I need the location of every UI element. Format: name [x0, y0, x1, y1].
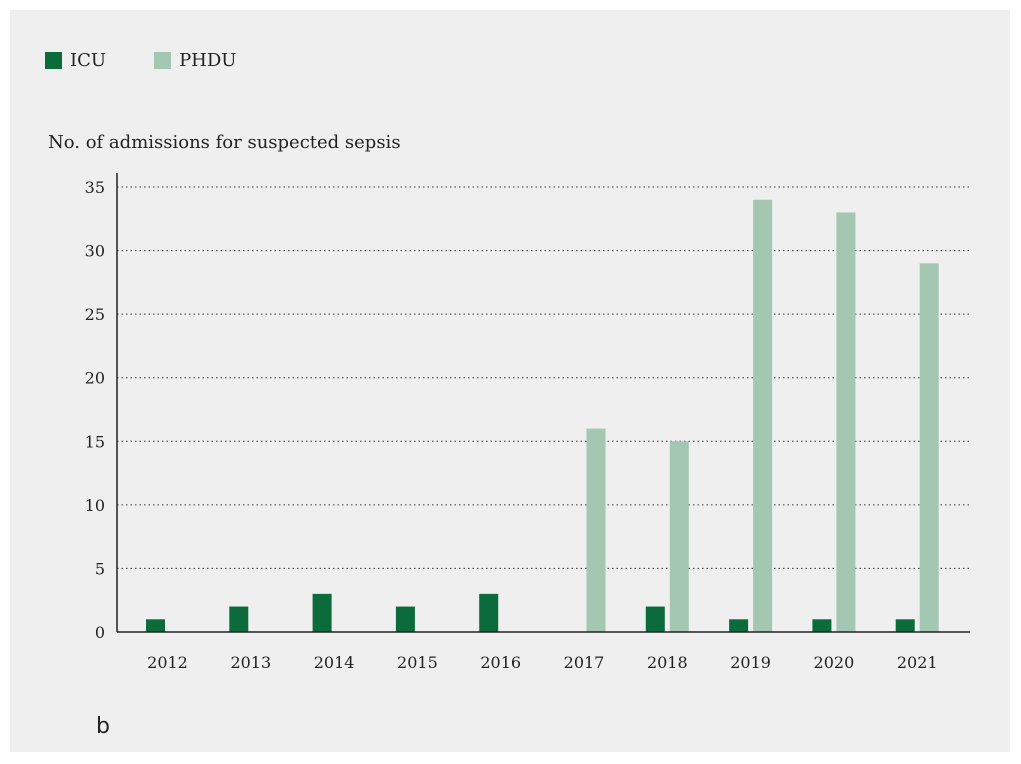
- y-tick-label: 35: [85, 178, 105, 197]
- legend: ICU PHDU: [45, 50, 284, 71]
- legend-item-phdu: PHDU: [154, 50, 236, 71]
- x-tick-label: 2014: [314, 653, 355, 672]
- bar-icu-2016: [479, 593, 499, 632]
- bar-icu-2014: [312, 593, 332, 632]
- bar-chart: 0 5 10 15 20 25 30 35 2012 2013 2014 2015 2016 2017 20…: [85, 173, 970, 672]
- x-tick-label: 2013: [230, 653, 271, 672]
- y-tick-label: 10: [85, 496, 105, 515]
- x-tick-label: 2012: [147, 653, 188, 672]
- bar-icu-2013: [229, 606, 249, 632]
- y-tick-label: 0: [95, 623, 105, 642]
- bar-icu-2018: [645, 606, 665, 632]
- legend-swatch-phdu: [154, 52, 172, 69]
- bar-icu-2021: [895, 619, 915, 632]
- bar-phdu-2020: [836, 212, 856, 632]
- x-tick-label: 2019: [730, 653, 771, 672]
- legend-item-icu: ICU: [45, 50, 106, 71]
- bar-icu-2019: [729, 619, 749, 632]
- x-tick-label: 2016: [480, 653, 521, 672]
- x-tick-label: 2015: [397, 653, 438, 672]
- y-axis-label: No. of admissions for suspected sepsis: [48, 132, 401, 153]
- legend-swatch-icu: [45, 52, 62, 69]
- bar-phdu-2018: [669, 441, 689, 632]
- bar-icu-2015: [395, 606, 415, 632]
- y-tick-label: 5: [95, 559, 105, 578]
- y-tick-label: 20: [85, 369, 105, 388]
- chart-panel: ICU PHDU No. of admissions for suspected…: [10, 10, 1010, 752]
- bar-phdu-2017: [586, 428, 606, 632]
- y-tick-label: 15: [85, 432, 105, 451]
- x-tick-label: 2020: [814, 653, 855, 672]
- bar-phdu-2019: [753, 199, 773, 632]
- bar-phdu-2021: [919, 263, 939, 632]
- legend-label-icu: ICU: [70, 50, 107, 71]
- y-tick-label: 30: [85, 242, 105, 261]
- panel-label: b: [96, 714, 110, 739]
- x-tick-label: 2021: [897, 653, 938, 672]
- y-tick-label: 25: [85, 305, 105, 324]
- legend-label-phdu: PHDU: [179, 50, 237, 71]
- bar-icu-2012: [146, 619, 165, 632]
- bar-icu-2020: [812, 619, 832, 632]
- x-tick-label: 2018: [647, 653, 688, 672]
- x-tick-label: 2017: [564, 653, 605, 672]
